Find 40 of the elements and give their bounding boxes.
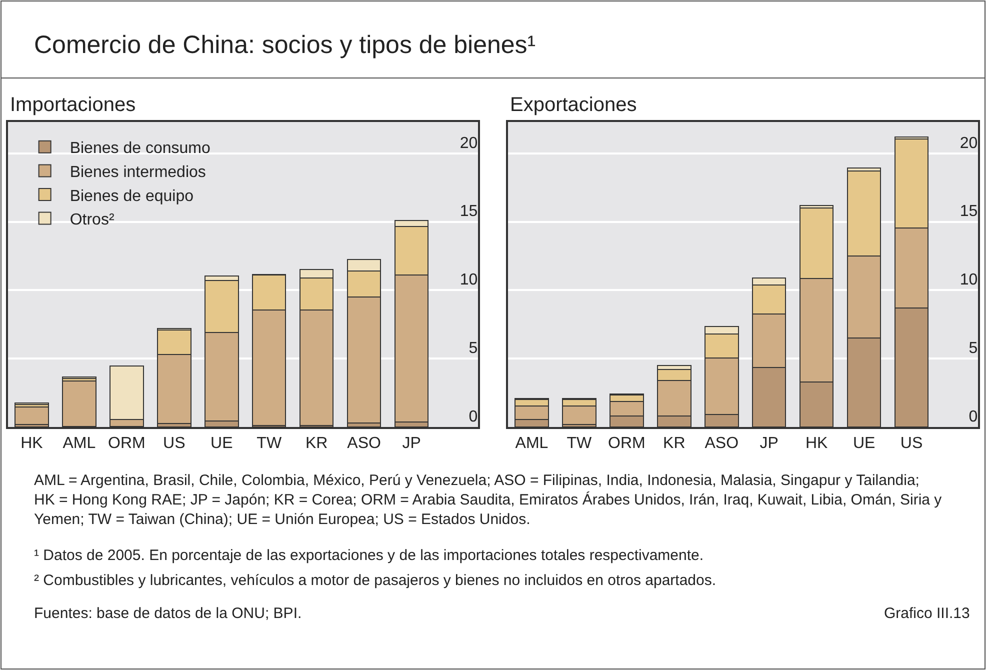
x-tick-label: AML [515, 434, 548, 452]
text: ² Combustibles y lubricantes, vehículos a motor de pasajeros y bienes no incluidos en otros apartados. [34, 572, 716, 589]
y-tick-label: 15 [460, 203, 478, 220]
y-tick-label: 5 [968, 340, 978, 358]
text: AML = Argentina, Brasil, Chile, Colombia, México, Perú y Venezuela; ASO = Filipinas, India, Indonesia, Malasia, Singapur y Tailandia; HK = Hong Kong RAE; JP = Japón; KR = Corea; ORM = Arabia Saudita, Emiratos Árabes Unidos, Irán, Iraq, Kuwait, Libia, Omán, Siria y Yemen; TW = Taiwan (China); UE = Unión Europea; US = Estados Unidos. [34, 472, 942, 528]
text: ¹ Datos de 2005. En porcentaje de las exportaciones y de las importaciones totales respectivamente. [34, 547, 704, 564]
x-tick-label: ASO [347, 434, 381, 452]
x-tick-label: TW [566, 434, 593, 452]
x-tick-label: ASO [704, 434, 739, 452]
x-tick-label: JP [760, 434, 778, 452]
y-tick-label: 20 [460, 134, 478, 152]
legend-label: Otros² [70, 212, 115, 229]
x-tick-label: KR [663, 434, 686, 452]
x-tick-label: JP [402, 434, 421, 452]
x-tick-label: KR [305, 434, 328, 452]
x-tick-label: US [163, 434, 186, 452]
y-tick-label: 5 [468, 340, 478, 358]
legend-label: Bienes intermedios [70, 164, 206, 181]
y-tick-label: 0 [968, 408, 978, 426]
x-tick-label: HK [20, 434, 44, 452]
source-note: Fuentes: base de datos de la ONU; BPI. [34, 605, 302, 622]
x-tick-label: ORM [608, 434, 646, 452]
x-tick-label: ORM [108, 434, 146, 452]
x-tick-label: UE [210, 434, 233, 452]
text: Grafico III.13 [884, 605, 970, 622]
x-tick-label: US [900, 434, 923, 452]
y-tick-label: 0 [468, 408, 478, 426]
legend-label: Bienes de equipo [70, 188, 194, 205]
y-tick-label: 10 [460, 272, 478, 289]
x-tick-label: UE [852, 434, 876, 452]
x-tick-label: TW [256, 434, 282, 452]
legend-label: Bienes de consumo [70, 140, 210, 158]
text: Comercio de China: socios y tipos de bienes¹ [34, 31, 536, 59]
chart-title: Exportaciones [510, 94, 637, 116]
y-tick-label: 15 [960, 203, 978, 220]
x-tick-label: HK [805, 434, 828, 452]
x-tick-label: AML [62, 434, 96, 452]
y-tick-label: 20 [960, 134, 978, 152]
chart-title: Importaciones [10, 94, 136, 116]
y-tick-label: 10 [960, 272, 978, 289]
